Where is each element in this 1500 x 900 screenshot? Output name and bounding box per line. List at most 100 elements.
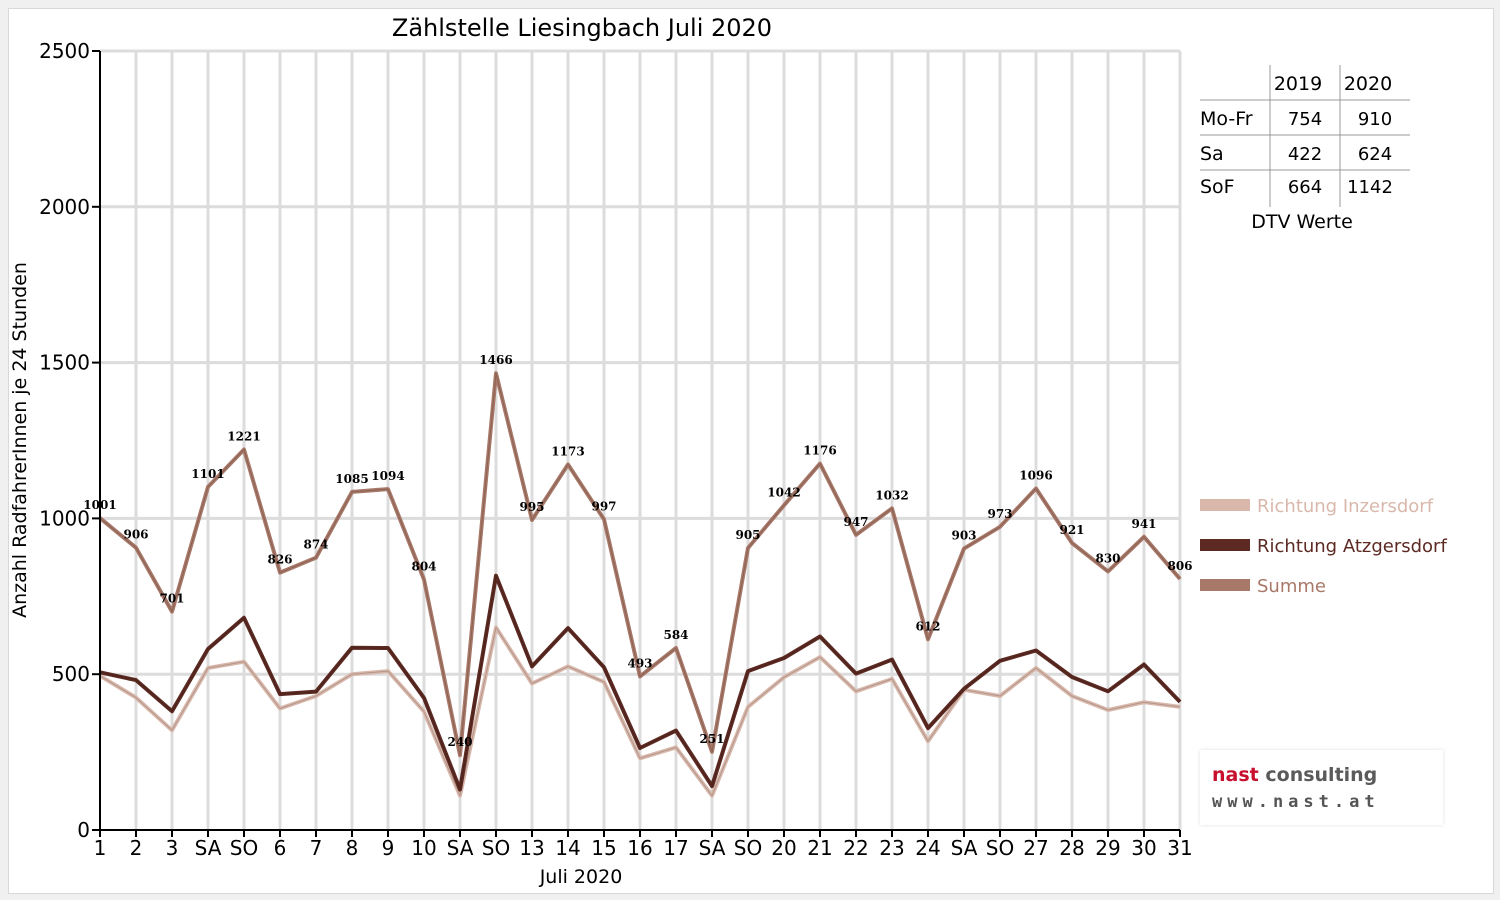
- x-axis-label: Juli 2020: [539, 866, 623, 888]
- legend-label: Summe: [1257, 576, 1326, 597]
- data-label: 826: [267, 553, 292, 567]
- series-line: [98, 625, 1181, 798]
- series-line: [99, 573, 1182, 792]
- x-tick-label: 15: [591, 836, 616, 860]
- dtv-row-label: SoF: [1200, 176, 1235, 198]
- y-tick-label: 0: [77, 818, 90, 842]
- data-label: 995: [519, 500, 544, 514]
- y-tick-label: 2000: [39, 195, 90, 219]
- data-label: 997: [591, 499, 616, 513]
- data-label: 1085: [335, 472, 368, 486]
- dtv-caption: DTV Werte: [1251, 211, 1353, 233]
- logo-wordmark: nast consulting: [1212, 764, 1378, 786]
- data-label: 906: [123, 528, 148, 542]
- x-tick-label: 24: [915, 836, 940, 860]
- x-tick-label: 6: [274, 836, 287, 860]
- series-lines: [98, 371, 1182, 798]
- data-label: 701: [159, 592, 184, 606]
- x-tick-label: SA: [447, 836, 474, 860]
- data-label: 1042: [767, 485, 800, 499]
- dtv-table: 2019 2020 Mo-Fr 754 910 Sa 422 624 SoF 6…: [1200, 65, 1410, 233]
- data-label: 905: [735, 528, 760, 542]
- y-tick-labels: 0 500 1000 1500 2000 2500: [39, 39, 90, 842]
- data-label: 1032: [875, 488, 908, 502]
- data-label: 973: [987, 507, 1012, 521]
- data-label: 941: [1131, 517, 1156, 531]
- dtv-row-label: Sa: [1200, 143, 1224, 165]
- x-tick-label: 14: [555, 836, 580, 860]
- x-tick-label: 30: [1131, 836, 1156, 860]
- data-label: 1176: [803, 444, 836, 458]
- data-label: 493: [627, 656, 652, 670]
- dtv-cell: 422: [1288, 144, 1322, 165]
- dtv-cell: 754: [1288, 109, 1322, 130]
- data-label: 251: [699, 732, 724, 746]
- x-tick-label: 9: [382, 836, 395, 860]
- x-tick-label: 13: [519, 836, 544, 860]
- series-line-edge: [99, 627, 1181, 797]
- data-label: 1101: [191, 467, 224, 481]
- data-label: 947: [843, 515, 868, 529]
- legend: Richtung Inzersdorf Richtung Atzgersdorf S…: [1200, 496, 1447, 597]
- x-tick-label: 2: [130, 836, 143, 860]
- data-label: 584: [663, 628, 688, 642]
- dtv-cell: 624: [1358, 144, 1392, 165]
- x-tick-label: SO: [482, 836, 510, 860]
- x-tick-label: SA: [951, 836, 978, 860]
- x-tick-label: 31: [1167, 836, 1192, 860]
- legend-swatch: [1200, 499, 1250, 511]
- data-label: 240: [447, 735, 472, 749]
- x-tick-label: 8: [346, 836, 359, 860]
- x-tick-label: 27: [1023, 836, 1048, 860]
- chart-panel: [8, 8, 1494, 894]
- data-label: 903: [951, 529, 976, 543]
- x-tick-label: 7: [310, 836, 323, 860]
- legend-label: Richtung Inzersdorf: [1257, 496, 1434, 517]
- legend-swatch: [1200, 579, 1250, 591]
- dtv-header-2020: 2020: [1344, 73, 1392, 95]
- data-label: 1094: [371, 469, 404, 483]
- x-tick-label: 29: [1095, 836, 1120, 860]
- y-tick-label: 1500: [39, 351, 90, 375]
- grid: [100, 49, 1182, 830]
- data-label: 806: [1167, 559, 1192, 573]
- axes: [92, 50, 1181, 837]
- data-label: 1173: [551, 444, 584, 458]
- dtv-cell: 664: [1288, 177, 1322, 198]
- x-tick-label: 10: [411, 836, 436, 860]
- nast-consulting-logo: nast consulting www.nast.at: [1200, 750, 1443, 825]
- series-line-edge: [99, 575, 1181, 790]
- series-line-edge: [99, 372, 1181, 756]
- x-tick-label: SO: [734, 836, 762, 860]
- legend-swatch: [1200, 539, 1250, 551]
- logo-url: www.nast.at: [1212, 792, 1380, 812]
- y-tick-label: 1000: [39, 506, 90, 530]
- data-label: 1466: [479, 353, 512, 367]
- x-tick-label: 20: [771, 836, 796, 860]
- x-tick-label: SA: [699, 836, 726, 860]
- data-label: 1096: [1019, 468, 1052, 482]
- x-tick-label: SA: [195, 836, 222, 860]
- x-tick-label: 16: [627, 836, 652, 860]
- data-labels: 1001 906 701 1101 1221 826 874 1085 1094 804 240 14…: [83, 353, 1192, 749]
- x-tick-labels: 1 2 3 SA SO 6 7 8 9 10 SA SO 13 14 15 16 17 SA SO 20 21 22 23 2…: [94, 836, 1193, 860]
- data-label: 1001: [83, 498, 116, 512]
- data-label: 921: [1059, 523, 1084, 537]
- x-tick-label: 23: [879, 836, 904, 860]
- dtv-header-2019: 2019: [1274, 73, 1322, 95]
- x-tick-label: 22: [843, 836, 868, 860]
- data-label: 830: [1095, 551, 1120, 565]
- x-tick-label: SO: [986, 836, 1014, 860]
- x-tick-label: SO: [230, 836, 258, 860]
- x-tick-label: 21: [807, 836, 832, 860]
- legend-label: Richtung Atzgersdorf: [1257, 536, 1447, 557]
- chart-title: Zählstelle Liesingbach Juli 2020: [392, 14, 772, 42]
- data-label: 1221: [227, 430, 260, 444]
- x-tick-label: 3: [166, 836, 179, 860]
- data-label: 874: [303, 538, 328, 552]
- x-tick-label: 28: [1059, 836, 1084, 860]
- dtv-cell: 910: [1358, 109, 1392, 130]
- dtv-row-label: Mo-Fr: [1200, 108, 1253, 130]
- y-axis-label: Anzahl RadfahrerInnen je 24 Stunden: [9, 262, 31, 618]
